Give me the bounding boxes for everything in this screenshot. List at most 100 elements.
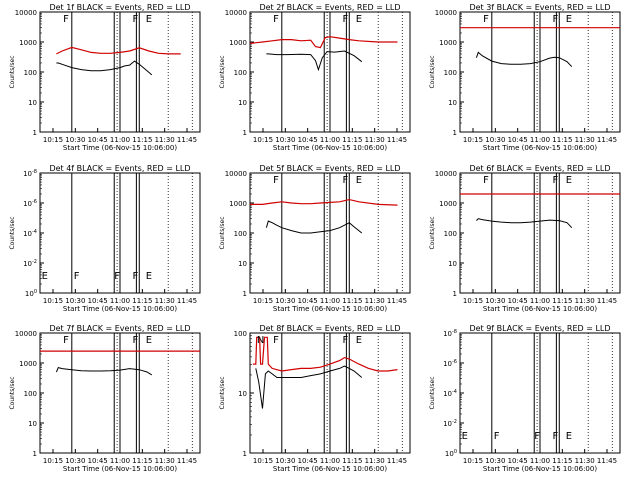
x-tick-label: 10:30	[485, 457, 505, 465]
y-tick-label: 10-4	[443, 389, 457, 398]
series-line-events	[476, 218, 573, 229]
x-tick-label: 11:30	[575, 136, 595, 144]
x-tick-label: 10:15	[253, 457, 273, 465]
y-tick-label: 10-8	[23, 169, 37, 178]
y-tick-label: 10-8	[443, 329, 457, 338]
y-axis-title: Counts/sec	[219, 376, 226, 409]
detector-panel-6: Det 6f BLACK = Events, RED = LLD 1 10 100 10…	[429, 164, 621, 313]
y-tick-label: 100	[24, 69, 37, 77]
y-tick-label: 1	[453, 129, 457, 137]
x-tick-label: 11:30	[155, 457, 175, 465]
x-tick-label: 10:15	[463, 297, 483, 305]
x-tick-label: 11:00	[110, 297, 130, 305]
x-tick-label: 11:30	[365, 136, 385, 144]
event-marker-label: E	[146, 14, 152, 25]
x-tick-label: 10:30	[485, 297, 505, 305]
detector-panel-7: Det 7f BLACK = Events, RED = LLD 1 10 100 10…	[9, 324, 201, 473]
y-axis-title: Counts/sec	[219, 216, 226, 249]
event-marker-label: E	[356, 335, 362, 346]
event-marker-label: F	[273, 175, 279, 186]
x-tick-label: 11:15	[132, 297, 152, 305]
x-axis-title: Start Time (06-Nov-15 10:06:00)	[273, 144, 387, 152]
x-tick-label: 11:45	[177, 457, 197, 465]
y-tick-label: 1000	[19, 360, 37, 368]
y-tick-label: 10	[238, 390, 247, 398]
event-marker-label: F	[483, 175, 489, 186]
y-tick-label: 1	[243, 450, 247, 458]
event-marker-label: E	[42, 271, 48, 282]
event-marker-label: F	[114, 271, 120, 282]
event-marker-label: F	[553, 175, 559, 186]
x-axis-title: Start Time (06-Nov-15 10:06:00)	[63, 305, 177, 313]
x-tick-label: 10:15	[43, 457, 63, 465]
panel-title: Det 1f BLACK = Events, RED = LLD	[49, 3, 190, 12]
event-marker-label: F	[343, 335, 349, 346]
x-tick-label: 10:45	[508, 136, 528, 144]
y-tick-label: 1000	[439, 200, 457, 208]
y-tick-label: 10	[448, 260, 457, 268]
event-marker-label: F	[494, 431, 500, 442]
x-tick-label: 11:15	[552, 136, 572, 144]
event-marker-label: F	[74, 271, 80, 282]
x-tick-label: 11:30	[365, 297, 385, 305]
y-tick-label: 1000	[229, 200, 247, 208]
x-tick-label: 11:30	[575, 297, 595, 305]
y-tick-label: 1000	[439, 39, 457, 47]
x-tick-label: 11:30	[575, 457, 595, 465]
panel-title: Det 5f BLACK = Events, RED = LLD	[259, 164, 400, 173]
y-tick-label: 100	[234, 230, 247, 238]
event-marker-label: N	[257, 335, 264, 346]
x-tick-label: 10:45	[298, 297, 318, 305]
x-tick-label: 10:45	[508, 297, 528, 305]
y-tick-label: 10000	[225, 9, 247, 17]
y-tick-label: 10-4	[23, 229, 37, 238]
x-tick-label: 11:15	[132, 136, 152, 144]
series-line-lld	[249, 36, 398, 49]
y-tick-label: 100	[234, 69, 247, 77]
event-marker-label: F	[133, 14, 139, 25]
y-tick-label: 1000	[19, 39, 37, 47]
x-tick-label: 11:45	[387, 136, 407, 144]
event-marker-label: E	[356, 14, 362, 25]
x-tick-label: 10:15	[463, 136, 483, 144]
x-tick-label: 10:30	[275, 297, 295, 305]
x-tick-label: 11:30	[155, 297, 175, 305]
x-tick-label: 11:45	[597, 297, 617, 305]
event-marker-label: E	[566, 431, 572, 442]
x-tick-label: 11:45	[597, 457, 617, 465]
x-tick-label: 11:45	[387, 297, 407, 305]
x-tick-label: 10:45	[88, 136, 108, 144]
y-axis-title: Counts/sec	[429, 55, 436, 88]
y-tick-label: 10-2	[23, 259, 37, 268]
y-tick-label: 10	[238, 99, 247, 107]
y-tick-label: 10	[28, 420, 37, 428]
x-tick-label: 11:00	[110, 457, 130, 465]
detector-panel-8: Det 8f BLACK = Events, RED = LLD 1 10 100 10…	[219, 324, 411, 473]
event-marker-label: F	[553, 431, 559, 442]
x-tick-label: 11:45	[177, 297, 197, 305]
event-marker-label: F	[343, 175, 349, 186]
event-marker-label: E	[356, 175, 362, 186]
detector-panel-5: Det 5f BLACK = Events, RED = LLD 1 10 100 10…	[219, 164, 411, 313]
x-tick-label: 10:45	[298, 457, 318, 465]
event-marker-label: F	[133, 335, 139, 346]
y-tick-label: 1	[243, 290, 247, 298]
x-axis-title: Start Time (06-Nov-15 10:06:00)	[63, 144, 177, 152]
series-line-lld	[252, 336, 398, 372]
y-tick-label: 100	[445, 449, 457, 458]
y-tick-label: 1000	[229, 39, 247, 47]
x-axis-title: Start Time (06-Nov-15 10:06:00)	[63, 465, 177, 473]
event-marker-label: E	[146, 271, 152, 282]
x-tick-label: 10:45	[88, 297, 108, 305]
x-axis-title: Start Time (06-Nov-15 10:06:00)	[273, 305, 387, 313]
x-tick-label: 11:00	[530, 457, 550, 465]
x-tick-label: 11:00	[320, 457, 340, 465]
x-tick-label: 10:30	[485, 136, 505, 144]
y-tick-label: 1	[453, 290, 457, 298]
y-axis-title: Counts/sec	[429, 216, 436, 249]
panel-title: Det 3f BLACK = Events, RED = LLD	[469, 3, 610, 12]
x-tick-label: 10:15	[43, 297, 63, 305]
panel-title: Det 4f BLACK = Events, RED = LLD	[49, 164, 190, 173]
x-axis-title: Start Time (06-Nov-15 10:06:00)	[483, 305, 597, 313]
